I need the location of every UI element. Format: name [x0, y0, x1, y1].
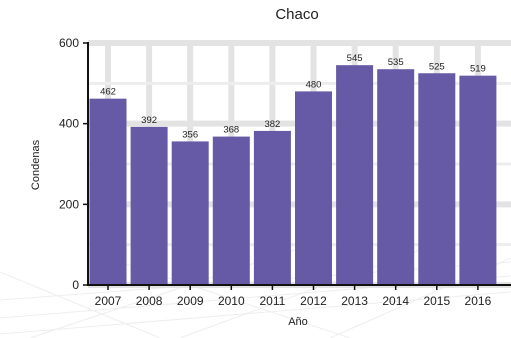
bar	[377, 69, 415, 285]
bar	[130, 126, 168, 285]
bar	[253, 130, 291, 285]
data-label: 519	[470, 64, 486, 75]
data-label: 545	[347, 53, 363, 64]
data-label: 392	[141, 115, 157, 126]
y-axis-title: Condenas	[30, 139, 42, 190]
data-label: 462	[100, 87, 116, 98]
bar	[171, 141, 209, 285]
data-label: 535	[388, 57, 404, 68]
data-labels: 462 392 356 368 382 480 545 535 525 519	[100, 53, 486, 140]
bar	[212, 136, 250, 285]
bar	[89, 98, 127, 285]
y-tick-label: 200	[59, 197, 79, 211]
bar	[336, 65, 374, 285]
bars	[89, 65, 497, 286]
data-label: 356	[182, 129, 198, 140]
y-tick-label: 400	[59, 117, 79, 131]
x-tick-label: 2014	[382, 294, 409, 308]
x-tick-label: 2015	[423, 294, 450, 308]
x-axis-title: Año	[288, 316, 308, 328]
bar	[418, 73, 456, 285]
perspective-line	[0, 291, 511, 335]
bar	[459, 75, 497, 285]
y-tick-label: 600	[59, 36, 79, 50]
data-label: 382	[264, 119, 280, 130]
y-ticks: 0 200 400 600	[59, 36, 88, 292]
data-label: 525	[429, 61, 445, 72]
x-tick-label: 2008	[136, 294, 163, 308]
y-tick-label: 0	[72, 278, 79, 292]
perspective-line	[0, 271, 161, 338]
x-tick-label: 2013	[341, 294, 368, 308]
axes	[87, 42, 511, 286]
x-tick-label: 2011	[259, 294, 285, 308]
x-tick-label: 2016	[465, 294, 492, 308]
x-tick-label: 2007	[95, 294, 122, 308]
data-label: 368	[223, 125, 239, 136]
data-label: 480	[306, 79, 322, 90]
x-ticks: 2007 2008 2009 2010 2011 2012 2013 2014 2015 2016	[95, 285, 492, 308]
x-tick-label: 2012	[300, 294, 327, 308]
x-tick-label: 2010	[218, 294, 245, 308]
bar	[295, 91, 332, 286]
chart-title: Chaco	[275, 6, 318, 23]
x-tick-label: 2009	[177, 294, 204, 308]
